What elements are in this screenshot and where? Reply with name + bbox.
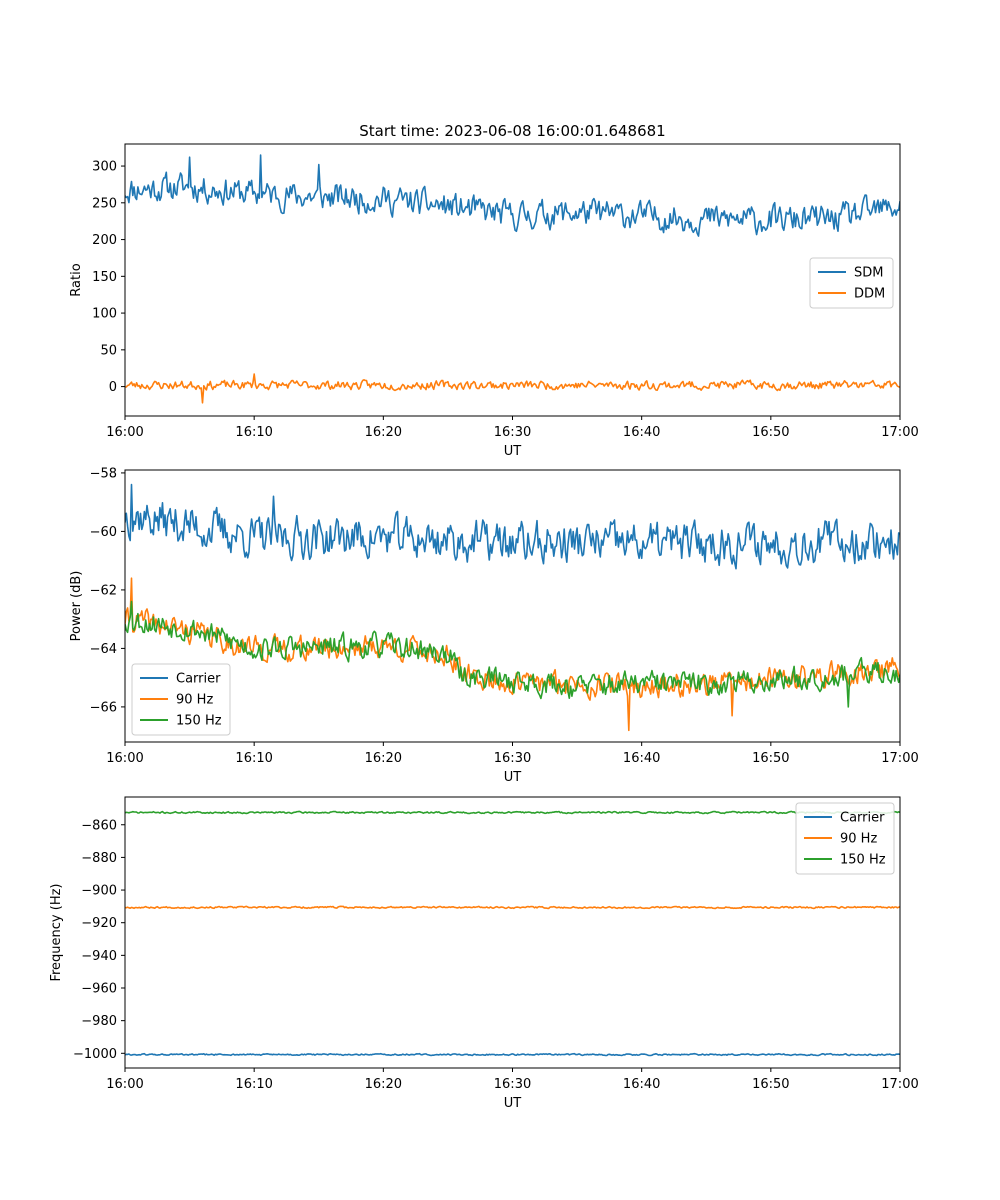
y-tick-label: −66 — [90, 700, 117, 715]
series-line-150-hz — [125, 810, 900, 815]
x-axis-label: UT — [504, 1096, 522, 1111]
plot-frame — [124, 143, 901, 417]
series-line-90-hz — [125, 577, 900, 732]
legend-box — [131, 663, 231, 736]
y-axis-label: Power (dB) — [69, 571, 84, 642]
y-axis-label: Frequency (Hz) — [49, 883, 64, 981]
x-tick-label: 17:00 — [881, 425, 918, 440]
x-tick-label: 16:20 — [365, 751, 402, 766]
x-tick-label: 16:40 — [623, 425, 660, 440]
series-line-carrier — [125, 1052, 900, 1057]
x-tick-label: 16:50 — [752, 425, 789, 440]
y-tick-label: 300 — [92, 160, 117, 175]
y-tick-label: −1000 — [73, 1047, 117, 1062]
x-tick-label: 16:10 — [235, 751, 272, 766]
y-tick-label: −920 — [81, 916, 117, 931]
x-tick-label: 16:30 — [494, 1077, 531, 1092]
x-tick-label: 17:00 — [881, 751, 918, 766]
chart-1: 16:00 16:10 16:20 16:30 16:40 16:50 17:00 0 50 10… — [69, 143, 919, 459]
y-tick-label: 50 — [100, 343, 117, 358]
x-tick-label: 16:10 — [235, 1077, 272, 1092]
y-tick-label: −62 — [90, 583, 117, 598]
legend: Carrier 90 Hz 150 Hz — [795, 802, 895, 875]
x-tick-label: 16:30 — [494, 751, 531, 766]
legend: SDM DDM — [809, 257, 894, 309]
series-line-90-hz — [125, 905, 900, 910]
legend-label: DDM — [854, 287, 885, 302]
y-axis-label: Ratio — [69, 263, 84, 296]
legend: Carrier 90 Hz 150 Hz — [131, 663, 231, 736]
legend-label: SDM — [854, 266, 883, 281]
plot-frame — [124, 469, 901, 743]
x-axis-label: UT — [504, 444, 522, 459]
x-tick-label: 16:20 — [365, 1077, 402, 1092]
legend-label: 90 Hz — [176, 693, 213, 708]
y-tick-label: 250 — [92, 196, 117, 211]
legend-label: 150 Hz — [840, 853, 886, 868]
legend-label: Carrier — [176, 672, 221, 687]
x-tick-label: 16:30 — [494, 425, 531, 440]
y-tick-label: −880 — [81, 851, 117, 866]
x-tick-label: 16:00 — [106, 1077, 143, 1092]
x-axis-label: UT — [504, 770, 522, 785]
legend-box — [795, 802, 895, 875]
series-line-150-hz — [125, 600, 900, 708]
legend-label: 90 Hz — [840, 832, 877, 847]
y-tick-label: 0 — [109, 380, 117, 395]
y-tick-label: −980 — [81, 1014, 117, 1029]
x-tick-label: 16:00 — [106, 751, 143, 766]
x-tick-label: 16:50 — [752, 1077, 789, 1092]
y-tick-label: 150 — [92, 270, 117, 285]
x-tick-label: 16:20 — [365, 425, 402, 440]
legend-box — [809, 257, 894, 309]
y-tick-label: −64 — [90, 642, 117, 657]
y-tick-label: −58 — [90, 466, 117, 481]
y-tick-label: 200 — [92, 233, 117, 248]
y-tick-label: −860 — [81, 818, 117, 833]
plot-frame — [124, 796, 901, 1069]
series-line-carrier — [125, 483, 900, 570]
x-tick-label: 16:00 — [106, 425, 143, 440]
y-tick-label: −960 — [81, 982, 117, 997]
chart-2: 16:00 16:10 16:20 16:30 16:40 16:50 17:00 −66 −6… — [69, 466, 919, 785]
x-tick-label: 17:00 — [881, 1077, 918, 1092]
x-tick-label: 16:40 — [623, 751, 660, 766]
figure-title: Start time: 2023-06-08 16:00:01.648681 — [359, 122, 665, 140]
series-line-ddm — [125, 373, 900, 404]
legend-label: Carrier — [840, 811, 885, 826]
y-tick-label: −940 — [81, 949, 117, 964]
legend-label: 150 Hz — [176, 714, 222, 729]
series-group — [125, 483, 900, 732]
x-tick-label: 16:50 — [752, 751, 789, 766]
y-tick-label: 100 — [92, 307, 117, 322]
series-line-sdm — [125, 154, 900, 237]
y-tick-label: −60 — [90, 525, 117, 540]
series-group — [125, 810, 900, 1057]
y-tick-label: −900 — [81, 884, 117, 899]
x-tick-label: 16:40 — [623, 1077, 660, 1092]
series-group — [125, 154, 900, 404]
x-tick-label: 16:10 — [235, 425, 272, 440]
chart-3: 16:00 16:10 16:20 16:30 16:40 16:50 17:00 −1000… — [49, 796, 919, 1111]
